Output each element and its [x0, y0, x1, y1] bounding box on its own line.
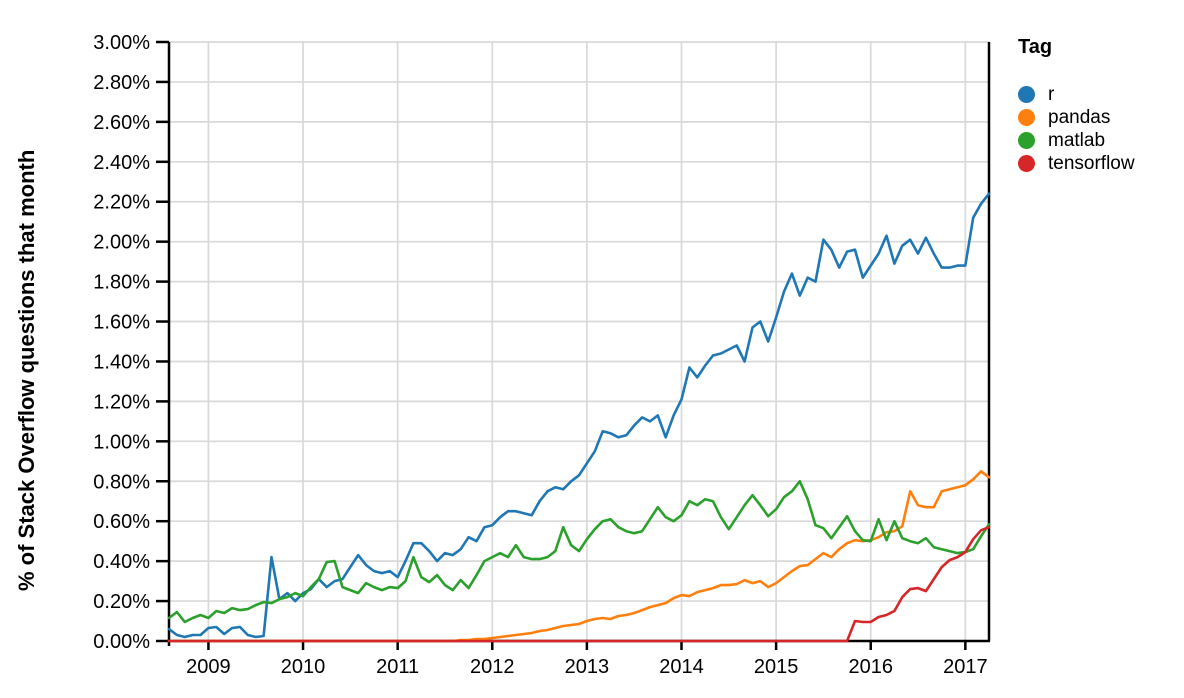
x-tick-label: 2012	[470, 656, 515, 678]
y-tick-label: 1.40%	[93, 351, 150, 373]
legend-items: r pandas matlab tensorflow	[1018, 83, 1178, 175]
legend-item-matlab: matlab	[1018, 129, 1178, 152]
x-tick-label: 2014	[659, 656, 704, 678]
y-axis-title: % of Stack Overflow questions that month	[14, 149, 39, 591]
x-tick-label: 2009	[186, 656, 231, 678]
series-line-r	[167, 192, 991, 639]
legend-item-pandas: pandas	[1018, 106, 1178, 129]
y-tick-label: 1.80%	[93, 272, 150, 294]
x-tick-label: 2010	[281, 656, 326, 678]
legend: Tag r pandas matlab tensorflow	[1018, 36, 1178, 175]
y-tick-label: 1.60%	[93, 312, 150, 334]
x-tick-label: 2013	[565, 656, 610, 678]
y-tick-label: 2.00%	[93, 232, 150, 254]
legend-title: Tag	[1018, 36, 1053, 58]
x-tick-label: 2016	[848, 656, 893, 678]
y-tick-label: 0.20%	[93, 591, 150, 613]
series-line-pandas	[167, 469, 991, 643]
legend-dot-tensorflow	[1018, 155, 1035, 172]
legend-dot-matlab	[1018, 132, 1035, 149]
legend-label-matlab: matlab	[1048, 130, 1106, 151]
legend-label-r: r	[1048, 84, 1055, 105]
y-tick-label: 0.80%	[93, 471, 150, 493]
y-tick-label: 0.00%	[93, 631, 150, 653]
series-line-tensorflow	[167, 525, 991, 643]
y-tick-label: 0.40%	[93, 551, 150, 573]
series-line-matlab	[167, 479, 991, 624]
legend-dot-r	[1018, 86, 1035, 103]
y-tick-label: 3.00%	[93, 32, 150, 54]
y-tick-label: 0.60%	[93, 511, 150, 533]
y-tick-label: 2.60%	[93, 112, 150, 134]
y-tick-label: 2.80%	[93, 72, 150, 94]
x-tick-label: 2017	[943, 656, 988, 678]
legend-item-r: r	[1018, 83, 1178, 106]
legend-item-tensorflow: tensorflow	[1018, 152, 1178, 175]
legend-label-tensorflow: tensorflow	[1048, 153, 1135, 174]
x-tick-label: 2011	[376, 656, 419, 678]
x-tick-label: 2015	[754, 656, 799, 678]
y-tick-label: 2.40%	[93, 152, 150, 174]
legend-label-pandas: pandas	[1048, 107, 1111, 128]
y-tick-label: 1.00%	[93, 431, 150, 453]
legend-dot-pandas	[1018, 109, 1035, 126]
y-tick-label: 1.20%	[93, 391, 150, 413]
y-tick-label: 2.20%	[93, 192, 150, 214]
